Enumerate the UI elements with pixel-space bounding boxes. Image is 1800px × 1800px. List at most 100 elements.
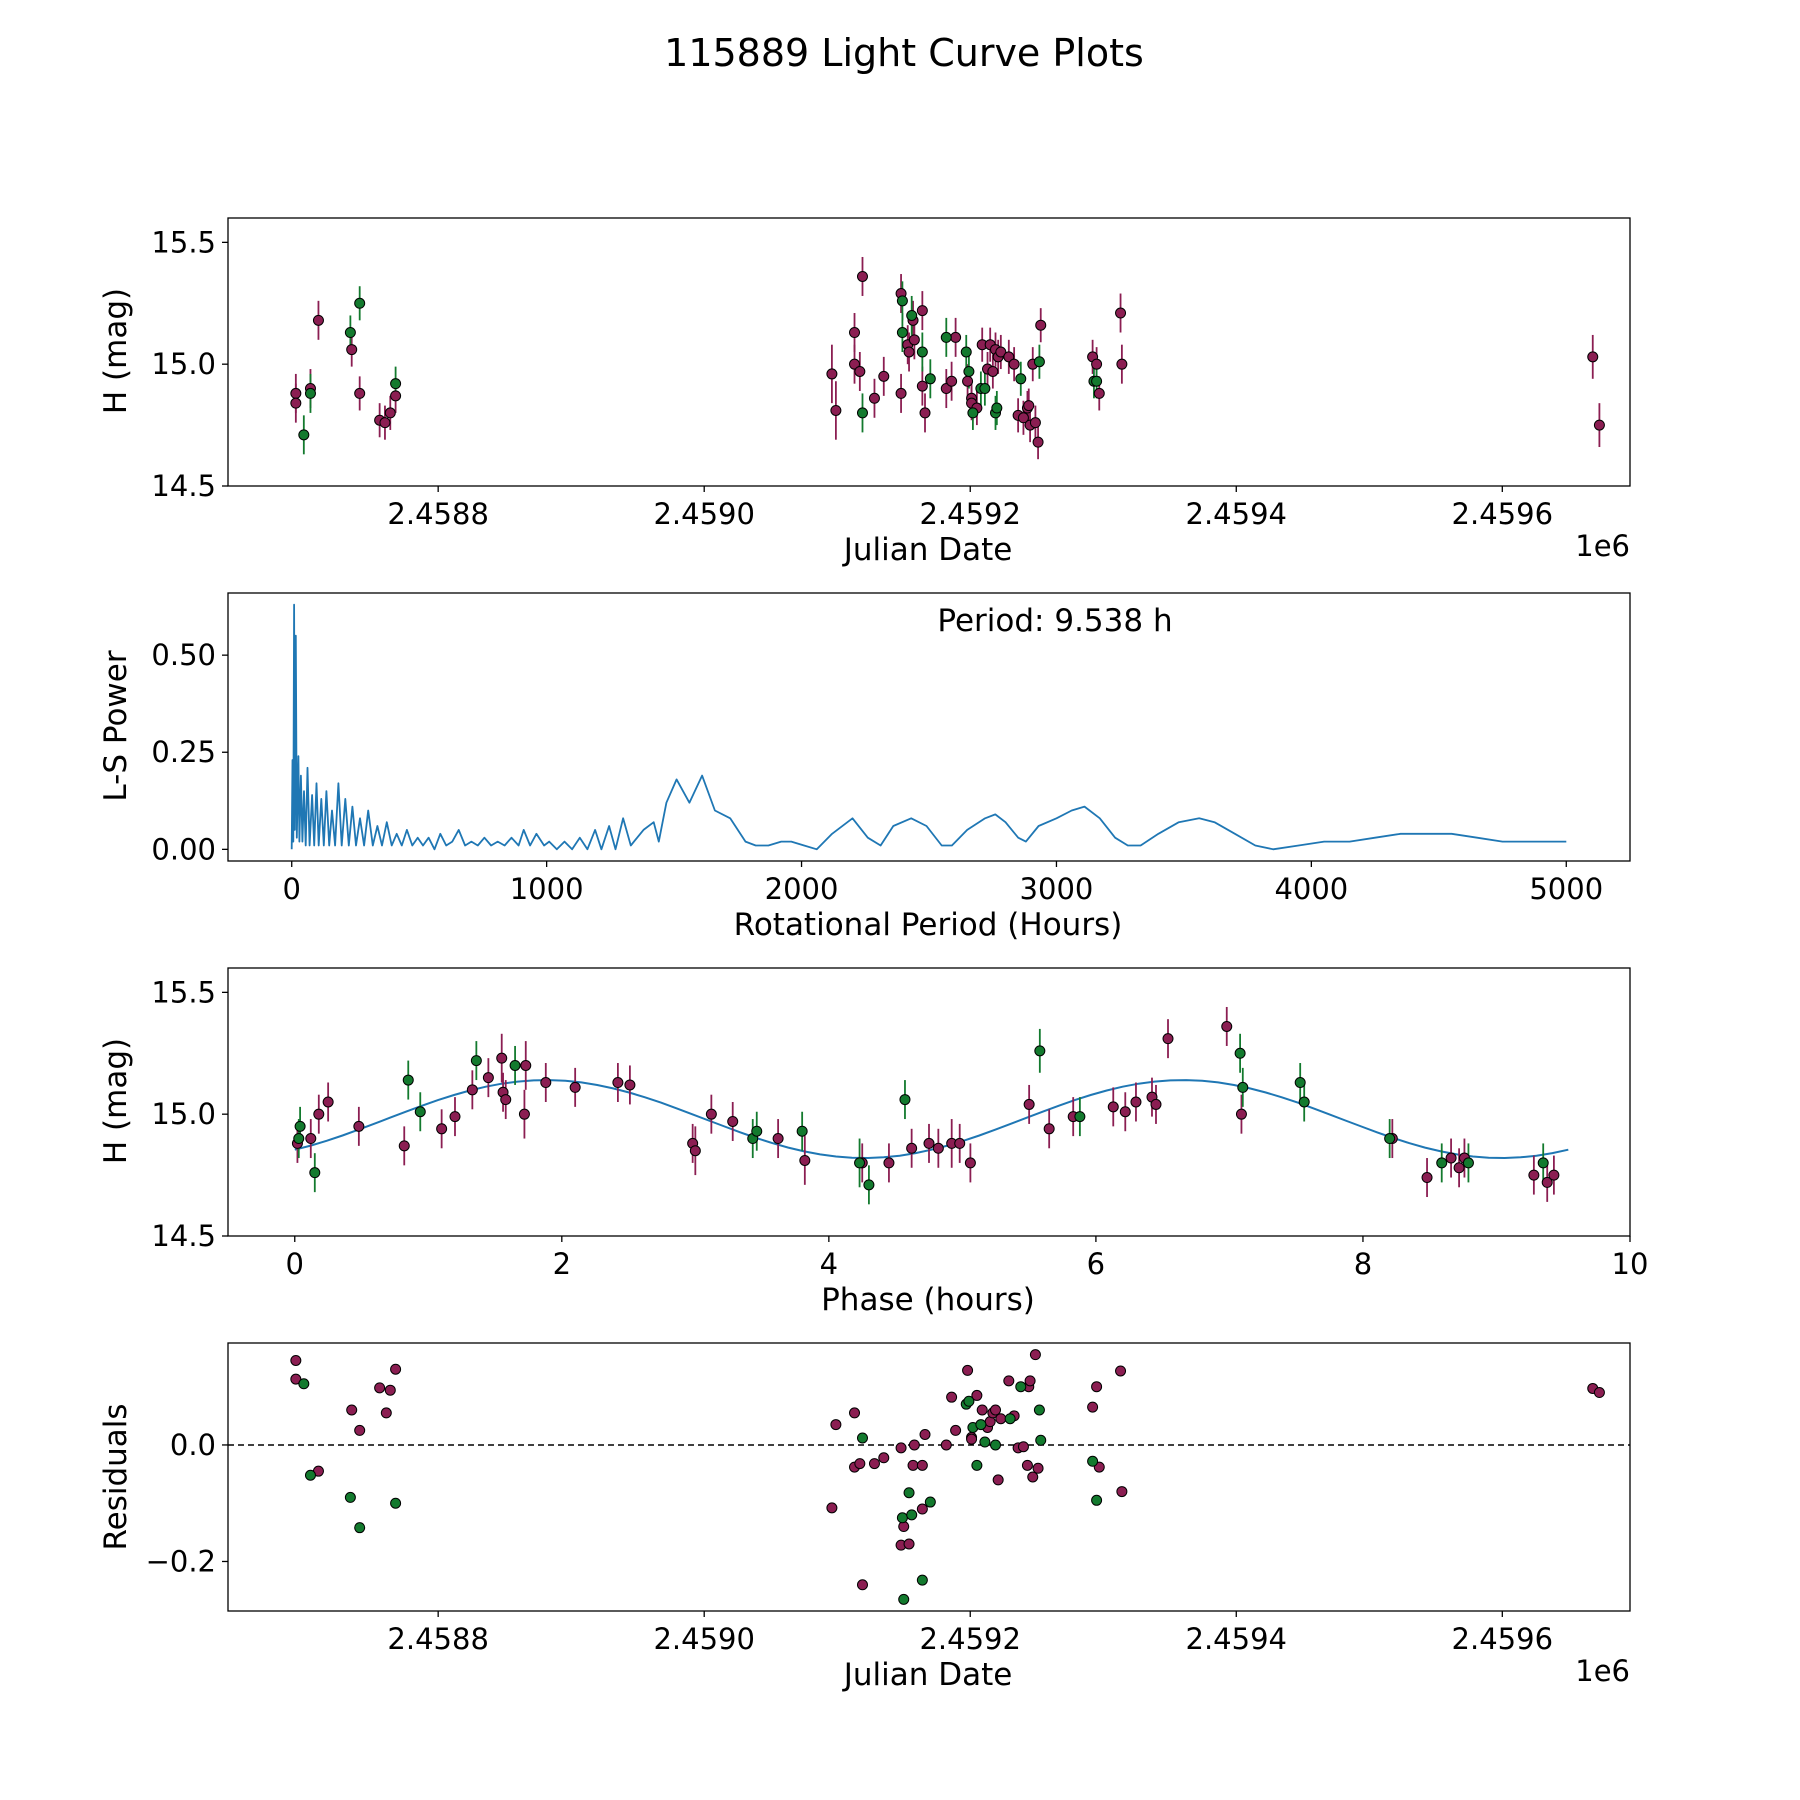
lightcurve-point-band-a	[1093, 387, 1105, 399]
lightcurve-point-band-a	[856, 270, 868, 282]
lightcurve-point-band-a	[390, 390, 402, 402]
periodogram-plot-area: 0 1000 2000 3000 4000 5000 0.00 0.25 0.50	[151, 592, 1631, 906]
phasefold-point-band-a	[322, 1096, 334, 1108]
residuals-point-band-b	[1033, 1404, 1045, 1416]
residuals-point-band-a	[290, 1354, 302, 1366]
residuals-point-band-b	[963, 1395, 975, 1407]
residuals-point-band-b	[304, 1469, 316, 1481]
lightcurve-point-band-b	[344, 327, 356, 339]
phasefold-xtick-label: 8	[1354, 1247, 1372, 1281]
phasefold-point-band-b	[1298, 1096, 1310, 1108]
residuals-point-band-b	[1015, 1381, 1027, 1393]
lightcurve-point-band-a	[946, 375, 958, 387]
residuals-point-band-b	[1087, 1455, 1099, 1467]
phasefold-point-band-a	[520, 1059, 532, 1071]
residuals-point-band-a	[384, 1384, 396, 1396]
residuals-point-band-a	[1032, 1462, 1044, 1474]
lightcurve-point-band-a	[854, 365, 866, 377]
lightcurve-point-band-b	[896, 295, 908, 307]
lightcurve-point-band-a	[1116, 358, 1128, 370]
residuals-point-band-a	[1029, 1349, 1041, 1361]
lightcurve-xtick-label: 2.4594	[1186, 497, 1287, 531]
residuals-xtick-label: 2.4588	[387, 1622, 488, 1656]
phasefold-plot-area: 0 2 4 6 8 10 14.5 15.0 15.5	[151, 967, 1648, 1281]
lightcurve-xtick-label: 2.4596	[1452, 497, 1553, 531]
phasefold-point-band-a	[1023, 1098, 1035, 1110]
lightcurve-point-band-a	[1593, 419, 1605, 431]
phasefold-point-band-a	[1107, 1101, 1119, 1113]
phasefold-point-band-b	[854, 1157, 866, 1169]
lightcurve-point-band-a	[849, 358, 861, 370]
lightcurve-point-band-a	[895, 387, 907, 399]
phasefold-ylabel: H (mag)	[98, 1038, 134, 1164]
figure-title: 115889 Light Curve Plots	[664, 31, 1144, 75]
lightcurve-point-band-a	[830, 404, 842, 416]
lightcurve-point-band-a	[1115, 307, 1127, 319]
residuals-point-band-a	[919, 1428, 931, 1440]
phasefold-point-band-a	[1421, 1172, 1433, 1184]
phasefold-point-band-b	[402, 1074, 414, 1086]
phasefold-axes-frame	[227, 967, 1631, 1237]
residuals-point-band-a	[374, 1382, 386, 1394]
lightcurve-point-band-a	[346, 344, 358, 356]
residuals-point-band-a	[903, 1538, 915, 1550]
periodogram-ytick-label: 0.25	[151, 735, 216, 769]
phasefold-point-band-b	[414, 1106, 426, 1118]
phasefold-point-band-a	[1541, 1176, 1553, 1188]
residuals-point-band-a	[962, 1364, 974, 1376]
phasefold-point-band-b	[309, 1167, 321, 1179]
residuals-point-band-a	[290, 1373, 302, 1385]
residuals-point-band-b	[979, 1436, 991, 1448]
lightcurve-point-band-b	[896, 327, 908, 339]
periodogram-ytick-label: 0.50	[151, 638, 216, 672]
lightcurve-point-band-b	[963, 365, 975, 377]
phasefold-point-band-b	[899, 1094, 911, 1106]
panel-phasefold: 0 2 4 6 8 10 14.5 15.0 15.5 Phase (hours) H (mag…	[98, 967, 1648, 1318]
lightcurve-point-band-a	[1032, 436, 1044, 448]
periodogram-xtick-label: 1000	[510, 872, 584, 906]
lightcurve-point-band-a	[919, 407, 931, 419]
residuals-point-band-b	[390, 1497, 402, 1509]
residuals-point-band-a	[1116, 1486, 1128, 1498]
phasefold-point-band-a	[1130, 1096, 1142, 1108]
residuals-point-band-b	[924, 1496, 936, 1508]
residuals-point-band-b	[896, 1512, 908, 1524]
phasefold-point-band-a	[906, 1142, 918, 1154]
residuals-point-band-a	[830, 1419, 842, 1431]
residuals-point-band-b	[1035, 1434, 1047, 1446]
residuals-point-band-a	[380, 1407, 392, 1419]
residuals-point-band-a	[1087, 1401, 1099, 1413]
phasefold-point-band-b	[1294, 1077, 1306, 1089]
phasefold-point-band-a	[353, 1120, 365, 1132]
residuals-point-band-a	[971, 1389, 983, 1401]
lightcurve-point-band-a	[995, 346, 1007, 358]
phasefold-xtick-label: 6	[1087, 1247, 1105, 1281]
phasefold-ytick-label: 15.0	[151, 1097, 216, 1131]
lightcurve-point-band-a	[1023, 400, 1035, 412]
period-annotation: Period: 9.538 h	[937, 603, 1172, 639]
residuals-point-band-a	[950, 1424, 962, 1436]
lightcurve-point-band-a	[903, 346, 915, 358]
lightcurve-ylabel: H (mag)	[98, 288, 134, 414]
phasefold-point-band-b	[294, 1120, 306, 1132]
phasefold-point-band-a	[305, 1133, 317, 1145]
lightcurve-point-band-a	[962, 375, 974, 387]
lightcurve-point-band-a	[290, 387, 302, 399]
residuals-point-band-a	[1115, 1365, 1127, 1377]
phasefold-point-band-a	[482, 1072, 494, 1084]
lightcurve-point-band-a	[916, 305, 928, 317]
residuals-point-band-b	[906, 1509, 918, 1521]
residuals-xtick-label: 2.4590	[653, 1622, 754, 1656]
residuals-point-band-b	[1091, 1494, 1103, 1506]
phasefold-point-band-a	[612, 1077, 624, 1089]
residuals-point-band-a	[990, 1404, 1002, 1416]
residuals-ytick-label: −0.2	[146, 1544, 216, 1578]
lightcurve-point-band-b	[1033, 356, 1045, 368]
phasefold-point-band-b	[796, 1125, 808, 1137]
lightcurve-plot-area: 2.4588 2.4590 2.4592 2.4594 2.4596 14.5 15.0 15…	[151, 217, 1631, 531]
lightcurve-point-band-a	[849, 327, 861, 339]
phasefold-ytick-label: 15.5	[151, 975, 216, 1009]
periodogram-xtick-label: 4000	[1274, 872, 1348, 906]
residuals-point-band-a	[895, 1442, 907, 1454]
